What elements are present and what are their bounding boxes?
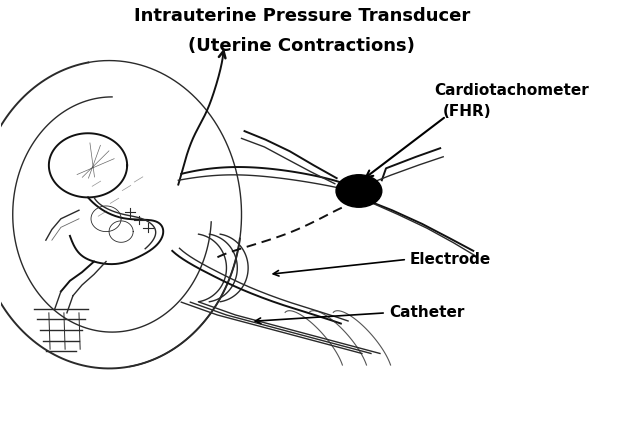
Text: Intrauterine Pressure Transducer: Intrauterine Pressure Transducer (133, 7, 470, 25)
Text: Catheter: Catheter (389, 305, 464, 320)
Text: (FHR): (FHR) (443, 104, 492, 119)
Circle shape (336, 175, 382, 207)
Text: (Uterine Contractions): (Uterine Contractions) (188, 37, 415, 55)
Text: Electrode: Electrode (410, 252, 492, 267)
Text: Cardiotachometer: Cardiotachometer (434, 83, 589, 98)
